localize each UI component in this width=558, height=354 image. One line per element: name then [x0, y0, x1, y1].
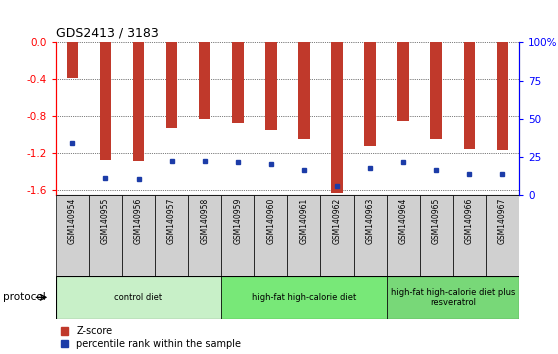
Bar — [320, 195, 354, 276]
Bar — [254, 195, 287, 276]
Bar — [155, 195, 188, 276]
Text: GSM140965: GSM140965 — [432, 198, 441, 244]
Bar — [166, 42, 177, 128]
Text: high-fat high-calorie diet plus
resveratrol: high-fat high-calorie diet plus resverat… — [391, 288, 515, 307]
Text: GSM140961: GSM140961 — [300, 198, 309, 244]
Bar — [122, 195, 155, 276]
Bar — [287, 195, 320, 276]
Bar — [232, 42, 243, 123]
Text: protocol: protocol — [3, 292, 46, 302]
Bar — [56, 195, 89, 276]
Bar — [420, 195, 453, 276]
Bar — [497, 42, 508, 150]
Text: control diet: control diet — [114, 293, 162, 302]
Text: GSM140962: GSM140962 — [333, 198, 341, 244]
Bar — [89, 195, 122, 276]
Bar — [221, 276, 387, 319]
Bar — [387, 195, 420, 276]
Bar — [364, 42, 376, 146]
Bar — [486, 195, 519, 276]
Text: GSM140954: GSM140954 — [68, 198, 77, 244]
Bar — [265, 42, 277, 130]
Legend: Z-score, percentile rank within the sample: Z-score, percentile rank within the samp… — [61, 326, 241, 349]
Text: GSM140964: GSM140964 — [398, 198, 408, 244]
Bar — [133, 42, 145, 161]
Bar — [100, 42, 111, 160]
Text: GSM140963: GSM140963 — [365, 198, 374, 244]
Bar — [430, 42, 442, 139]
Text: GDS2413 / 3183: GDS2413 / 3183 — [56, 27, 158, 40]
Text: GSM140959: GSM140959 — [233, 198, 242, 244]
Text: GSM140966: GSM140966 — [465, 198, 474, 244]
Bar — [66, 42, 78, 78]
Bar — [188, 195, 221, 276]
Bar — [387, 276, 519, 319]
Bar — [199, 42, 210, 119]
Bar — [331, 42, 343, 193]
Bar — [221, 195, 254, 276]
Bar — [56, 276, 221, 319]
Text: GSM140967: GSM140967 — [498, 198, 507, 244]
Text: GSM140958: GSM140958 — [200, 198, 209, 244]
Bar — [298, 42, 310, 139]
Bar — [354, 195, 387, 276]
Bar — [397, 42, 409, 121]
Bar — [464, 42, 475, 149]
Text: GSM140957: GSM140957 — [167, 198, 176, 244]
Bar — [453, 195, 486, 276]
Text: GSM140956: GSM140956 — [134, 198, 143, 244]
Text: GSM140960: GSM140960 — [266, 198, 275, 244]
Text: high-fat high-calorie diet: high-fat high-calorie diet — [252, 293, 356, 302]
Text: GSM140955: GSM140955 — [101, 198, 110, 244]
